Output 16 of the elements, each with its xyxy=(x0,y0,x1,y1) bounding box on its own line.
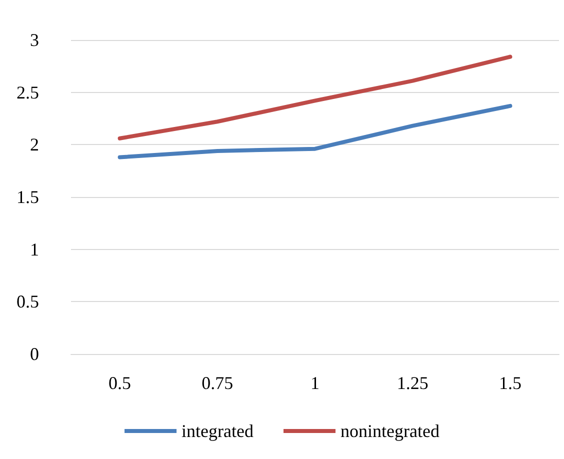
x-tick-label: 0.75 xyxy=(202,373,234,393)
y-tick-label: 2 xyxy=(30,134,39,155)
y-tick-label: 3 xyxy=(30,30,39,50)
x-tick-label: 0.5 xyxy=(108,373,132,393)
y-tick-label: 0.5 xyxy=(16,292,39,312)
x-tick-label: 1 xyxy=(310,373,320,393)
x-tick-label: 1.25 xyxy=(396,373,428,393)
line-series xyxy=(118,104,512,160)
legend-label: nonintegrated xyxy=(340,421,440,441)
legend-label: integrated xyxy=(182,421,254,441)
x-tick-label: 1.5 xyxy=(498,373,522,393)
line-series xyxy=(118,54,512,140)
y-tick-label: 2.5 xyxy=(16,82,39,102)
y-tick-label: 1.5 xyxy=(16,187,39,207)
y-tick-label: 0 xyxy=(30,344,39,364)
y-tick-label: 1 xyxy=(30,239,39,260)
